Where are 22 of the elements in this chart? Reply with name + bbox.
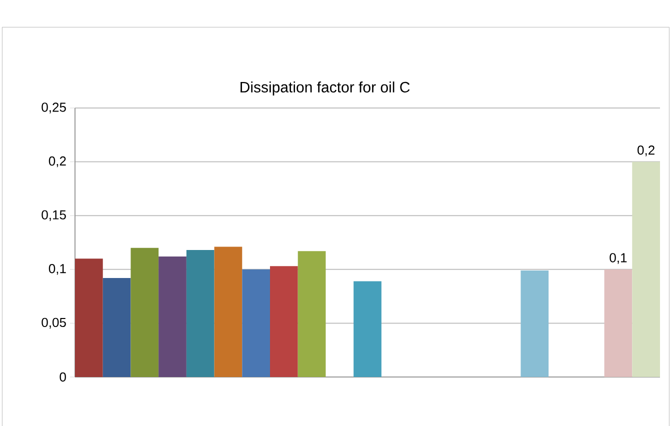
data-label: 0,2 [638, 146, 654, 156]
bar [130, 248, 159, 377]
y-tick-label: 0,1 [48, 264, 66, 275]
y-tick-label: 0,05 [42, 318, 66, 329]
data-label: 0,1 [610, 253, 627, 264]
bar [186, 250, 214, 377]
y-tick-label: 0 [60, 372, 66, 382]
bar [158, 256, 186, 377]
bar [242, 269, 270, 377]
y-tick-label: 0,15 [42, 210, 66, 221]
bar [75, 258, 103, 377]
bar [270, 266, 298, 377]
bar [298, 251, 326, 377]
bar [214, 246, 242, 377]
y-tick-label: 0,25 [42, 102, 66, 114]
chart-title: Dissipation factor for oil C [240, 81, 410, 96]
y-tick-label: 0,2 [48, 156, 66, 168]
bar [604, 269, 632, 377]
bar [354, 281, 382, 377]
bar [520, 270, 549, 377]
bar [632, 162, 660, 377]
bar [102, 278, 131, 377]
